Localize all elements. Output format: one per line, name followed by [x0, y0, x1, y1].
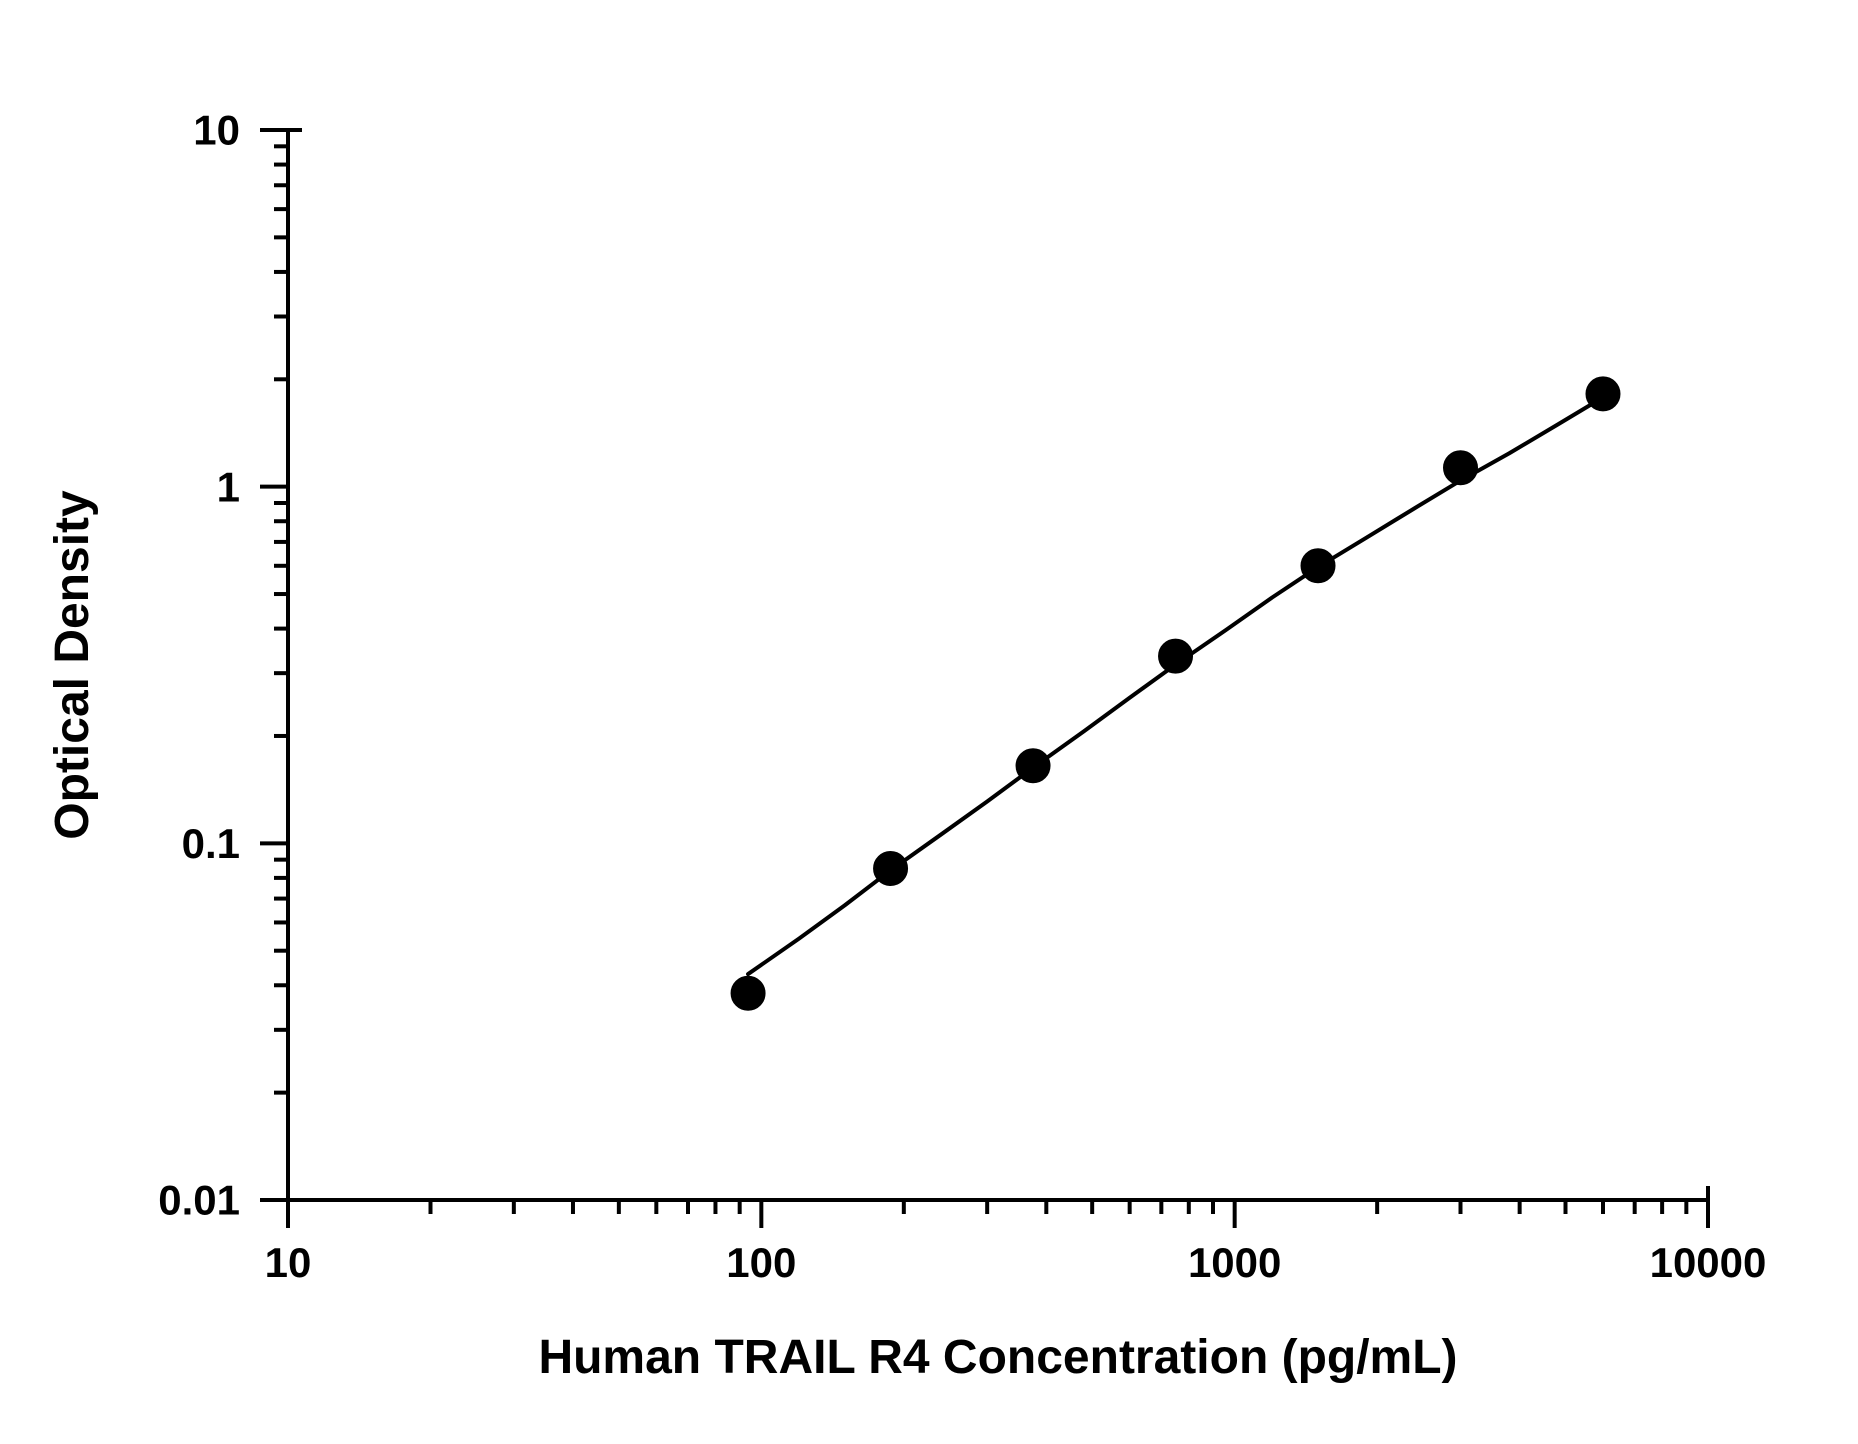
- data-point: [874, 852, 908, 886]
- x-tick-label: 10: [265, 1239, 312, 1286]
- y-axis-label: Optical Density: [46, 490, 99, 840]
- data-point: [1016, 749, 1050, 783]
- data-point: [731, 976, 765, 1010]
- data-point: [1586, 377, 1620, 411]
- loglog-chart: 10 100 1000 10000 Human TRAIL R4 Concentrati…: [0, 0, 1858, 1444]
- y-tick-label: 1: [217, 463, 240, 510]
- x-tick-label: 100: [726, 1239, 796, 1286]
- y-tick-label: 0.01: [158, 1177, 240, 1224]
- x-tick-label: 10000: [1650, 1239, 1767, 1286]
- y-tick-label: 0.1: [182, 820, 240, 867]
- data-point: [1301, 549, 1335, 583]
- data-point: [1444, 451, 1478, 485]
- x-tick-label: 1000: [1188, 1239, 1281, 1286]
- data-point: [1159, 639, 1193, 673]
- y-tick-label: 10: [193, 107, 240, 154]
- chart-container: 10 100 1000 10000 Human TRAIL R4 Concentrati…: [0, 0, 1858, 1444]
- x-axis-label: Human TRAIL R4 Concentration (pg/mL): [538, 1331, 1457, 1384]
